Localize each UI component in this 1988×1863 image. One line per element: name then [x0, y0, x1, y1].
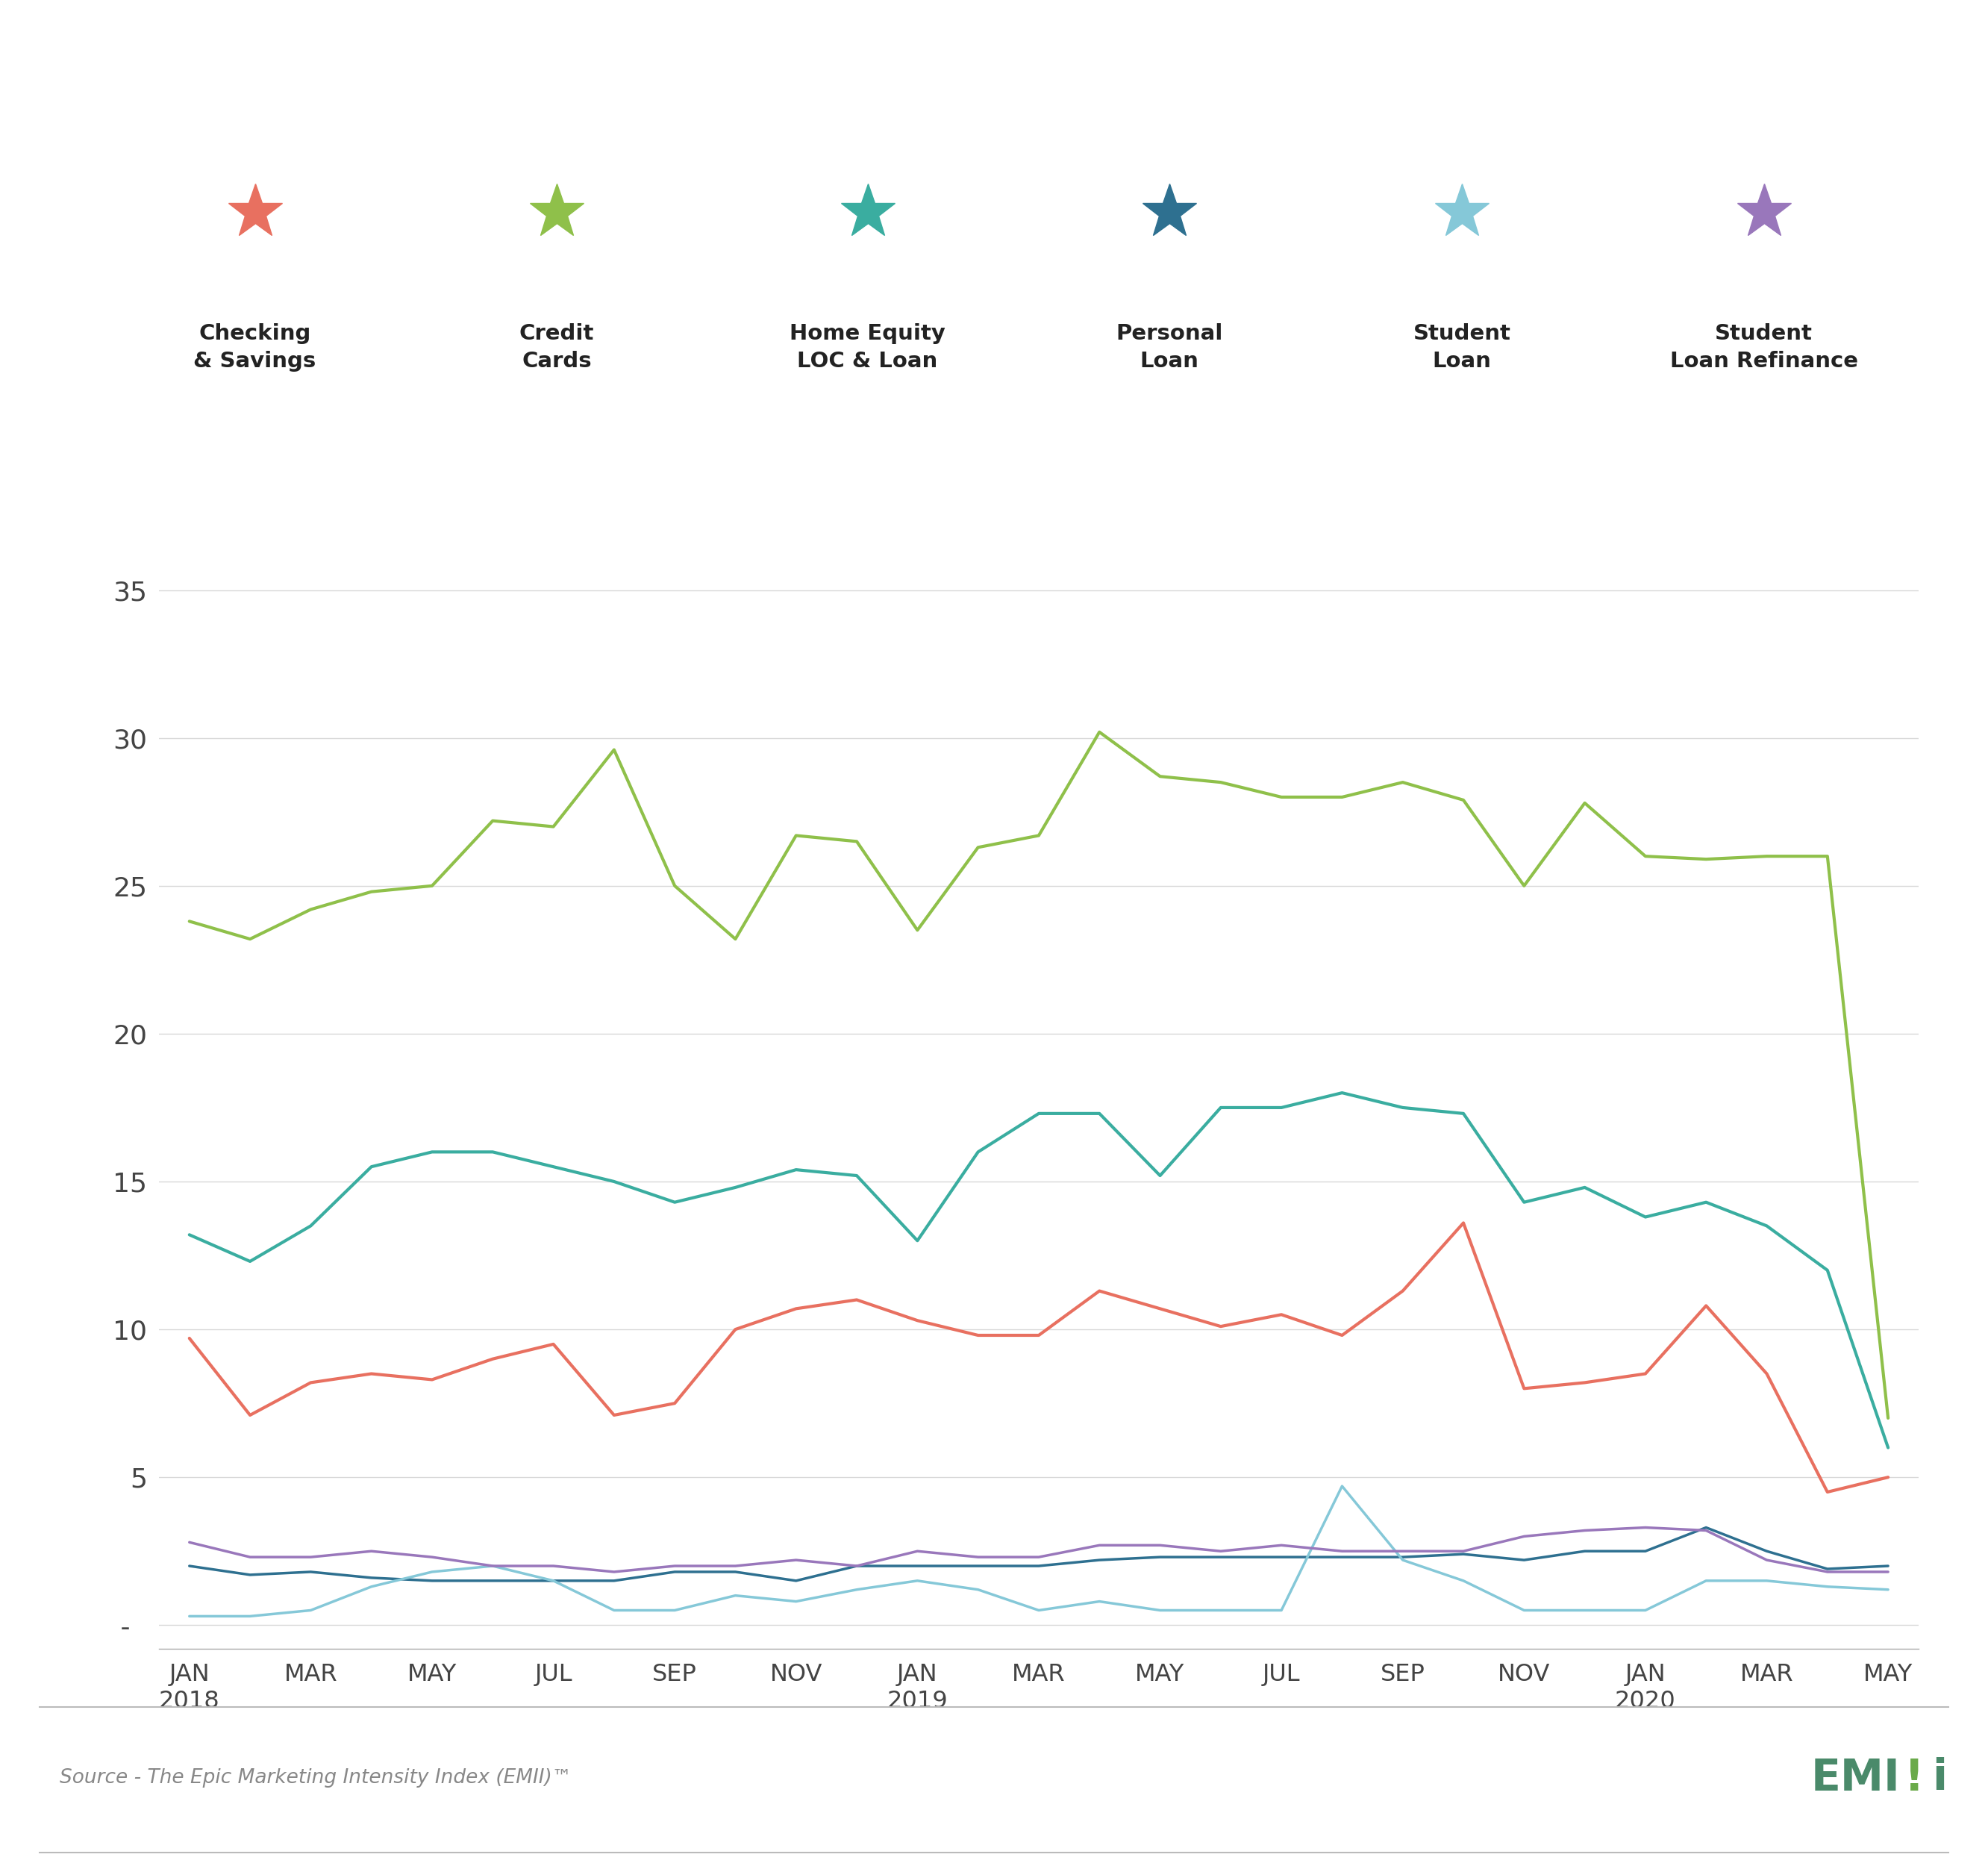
Text: Student
Loan Refinance: Student Loan Refinance	[1670, 324, 1857, 373]
Text: EMI: EMI	[1811, 1757, 1901, 1800]
Text: Credit
Cards: Credit Cards	[519, 324, 594, 373]
Text: Student
Loan: Student Loan	[1413, 324, 1511, 373]
Text: RELATIVE DIRECT-TO-CONSUMER SPENDING BY PRODUCT: RELATIVE DIRECT-TO-CONSUMER SPENDING BY …	[165, 43, 1823, 91]
Text: Home Equity
LOC & Loan: Home Equity LOC & Loan	[789, 324, 946, 373]
Text: Personal
Loan: Personal Loan	[1115, 324, 1223, 373]
Text: i: i	[1932, 1757, 1948, 1800]
Text: Source - The Epic Marketing Intensity Index (EMII)™: Source - The Epic Marketing Intensity In…	[60, 1768, 573, 1788]
Text: !: !	[1905, 1757, 1924, 1800]
Text: Checking
& Savings: Checking & Savings	[193, 324, 316, 373]
